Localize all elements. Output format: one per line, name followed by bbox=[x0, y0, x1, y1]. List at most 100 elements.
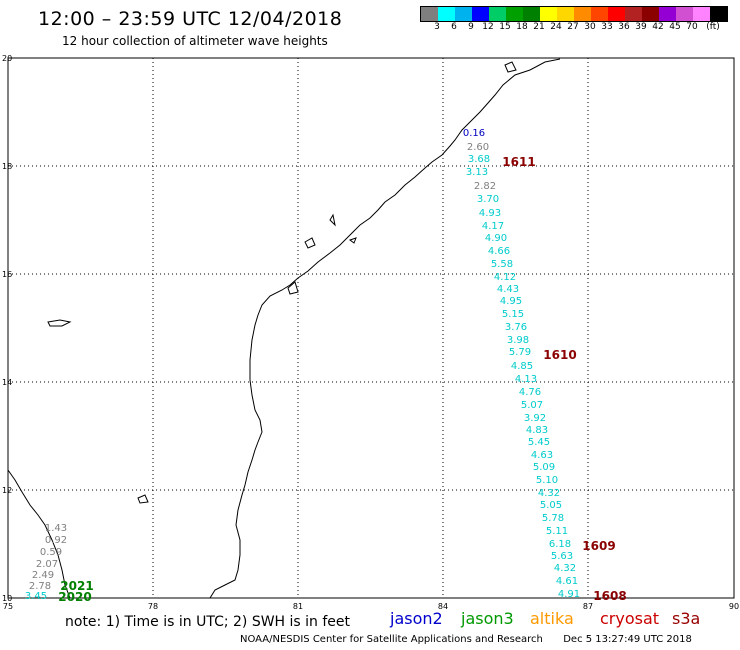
swh-value-label: 4.17 bbox=[482, 221, 504, 232]
map-subtitle: 12 hour collection of altimeter wave hei… bbox=[62, 34, 328, 48]
swh-value-label: 4.85 bbox=[511, 361, 533, 372]
legend-label: 12 bbox=[482, 22, 494, 32]
swh-value-label: 5.15 bbox=[502, 309, 524, 320]
satellite-legend-jason3: jason3 bbox=[461, 609, 514, 628]
swh-value-label: 3.13 bbox=[466, 167, 488, 178]
latitude-tick-label: 16 bbox=[2, 270, 12, 279]
island-7 bbox=[329, 213, 336, 227]
island-3 bbox=[348, 237, 357, 244]
legend-swatch bbox=[574, 7, 591, 21]
swh-value-label: 0.59 bbox=[40, 547, 62, 558]
island-4 bbox=[287, 281, 299, 295]
swh-value-label: 3.68 bbox=[468, 154, 490, 165]
india-east-coastline bbox=[209, 58, 561, 599]
swh-value-label: 1.43 bbox=[45, 523, 67, 534]
axis-ticks: 75 78 81 84 87 90 20 18 16 14 12 10 bbox=[2, 54, 739, 611]
color-scale-legend bbox=[420, 6, 728, 22]
legend-label: 30 bbox=[584, 22, 596, 32]
legend-label: 3 bbox=[434, 22, 440, 32]
latitude-tick-label: 18 bbox=[2, 162, 12, 171]
legend-label: 21 bbox=[533, 22, 545, 32]
swh-value-label: 4.32 bbox=[554, 563, 576, 574]
swh-value-label: 4.76 bbox=[519, 387, 541, 398]
swh-value-label: 2.07 bbox=[36, 559, 58, 570]
latitude-tick-label: 12 bbox=[2, 486, 12, 495]
pass-id-label: 1609 bbox=[582, 539, 615, 553]
pass-id-label: 1608 bbox=[593, 589, 626, 603]
legend-label: 36 bbox=[618, 22, 630, 32]
swh-value-label: 2.78 bbox=[29, 581, 51, 592]
legend-swatch bbox=[676, 7, 693, 21]
map-frame bbox=[7, 57, 735, 599]
legend-swatch bbox=[455, 7, 472, 21]
pass-id-label: 2020 bbox=[58, 590, 91, 604]
swh-value-label: 2.49 bbox=[32, 570, 54, 581]
legend-label: 45 bbox=[669, 22, 681, 32]
swh-value-label: 5.79 bbox=[509, 347, 531, 358]
swh-value-label: 5.05 bbox=[540, 500, 562, 511]
legend-swatch bbox=[710, 7, 727, 21]
swh-value-label: 4.13 bbox=[515, 374, 537, 385]
swh-value-label: 4.90 bbox=[485, 233, 507, 244]
satellite-legend-jason2: jason2 bbox=[390, 609, 443, 628]
legend-label: 33 bbox=[601, 22, 613, 32]
pass-id-label: 2021 bbox=[60, 579, 93, 593]
legend-swatch bbox=[642, 7, 659, 21]
satellite-legend-s3a: s3a bbox=[672, 609, 701, 628]
legend-swatch bbox=[438, 7, 455, 21]
map-title: 12:00 – 23:59 UTC 12/04/2018 bbox=[38, 8, 343, 30]
island-5 bbox=[137, 494, 149, 504]
swh-value-label: 4.83 bbox=[526, 425, 548, 436]
swh-value-label: 4.63 bbox=[531, 450, 553, 461]
longitude-tick-label: 87 bbox=[583, 602, 593, 611]
swh-value-label: 5.09 bbox=[533, 462, 555, 473]
satellite-legend-altika: altika bbox=[530, 609, 574, 628]
island-6 bbox=[504, 61, 517, 73]
latitude-tick-label: 10 bbox=[2, 594, 12, 603]
swh-value-label: 4.91 bbox=[558, 589, 580, 600]
legend-label: 42 bbox=[652, 22, 664, 32]
longitude-tick-label: 78 bbox=[148, 602, 158, 611]
satellite-legend-cryosat: cryosat bbox=[600, 609, 660, 628]
units-note: note: 1) Time is in UTC; 2) SWH is in fe… bbox=[65, 614, 351, 630]
latitude-tick-label: 14 bbox=[2, 378, 12, 387]
latitude-tick-label: 20 bbox=[2, 54, 12, 63]
coastline bbox=[7, 58, 561, 599]
footer-credit: NOAA/NESDIS Center for Satellite Applica… bbox=[240, 634, 692, 645]
map-grid bbox=[8, 58, 734, 598]
swh-value-label: 4.32 bbox=[538, 488, 560, 499]
legend-swatch bbox=[421, 7, 438, 21]
longitude-tick-label: 81 bbox=[293, 602, 303, 611]
swh-value-label: 5.78 bbox=[542, 513, 564, 524]
longitude-tick-label: 84 bbox=[438, 602, 448, 611]
swh-value-label: 3.70 bbox=[477, 194, 499, 205]
swh-value-label: 4.95 bbox=[500, 296, 522, 307]
island-2 bbox=[304, 237, 316, 249]
legend-label: 18 bbox=[516, 22, 528, 32]
legend-swatch bbox=[693, 7, 710, 21]
pass-id-label: 1611 bbox=[502, 155, 535, 169]
legend-swatch bbox=[659, 7, 676, 21]
swh-value-label: 4.12 bbox=[494, 272, 516, 283]
swh-value-label: 3.76 bbox=[505, 322, 527, 333]
legend-swatch bbox=[608, 7, 625, 21]
legend-swatch bbox=[506, 7, 523, 21]
footer-agency: NOAA/NESDIS Center for Satellite Applica… bbox=[240, 634, 543, 645]
longitude-tick-label: 90 bbox=[729, 602, 739, 611]
swh-value-label: 3.92 bbox=[524, 413, 546, 424]
legend-unit: (ft) bbox=[706, 22, 720, 32]
swh-value-label: 5.11 bbox=[546, 526, 568, 537]
swh-value-label: 5.07 bbox=[521, 400, 543, 411]
swh-value-label: 6.18 bbox=[549, 539, 571, 550]
swh-value-label: 5.58 bbox=[491, 259, 513, 270]
legend-swatch bbox=[540, 7, 557, 21]
footer-timestamp: Dec 5 13:27:49 UTC 2018 bbox=[563, 634, 692, 645]
legend-label: 9 bbox=[468, 22, 474, 32]
legend-swatch bbox=[591, 7, 608, 21]
legend-swatch bbox=[523, 7, 540, 21]
legend-swatch bbox=[489, 7, 506, 21]
swh-labels: 0.16 2.603.68 3.13 2.82 3.70 4.93 4.174.90 4.66… bbox=[25, 128, 627, 604]
swh-value-label: 3.45 bbox=[25, 591, 47, 602]
swh-value-label: 5.63 bbox=[551, 551, 573, 562]
